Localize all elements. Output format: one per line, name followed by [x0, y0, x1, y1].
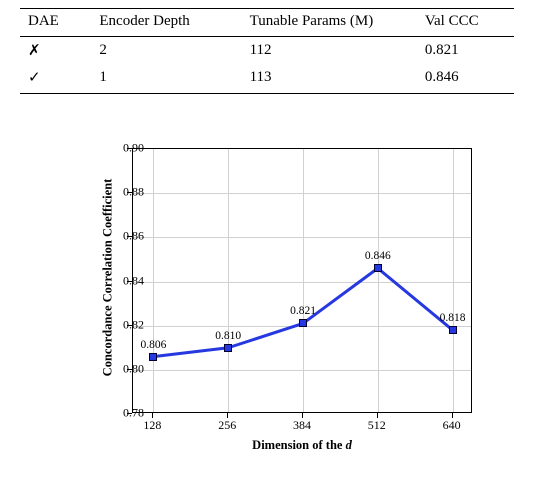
x-axis-label: Dimension of the d [132, 438, 472, 453]
x-tick-label: 128 [132, 418, 172, 433]
y-tick-label: 0.86 [104, 229, 144, 244]
y-tick-label: 0.90 [104, 141, 144, 156]
table-row: ✗ 2 112 0.821 [20, 37, 514, 65]
y-tick-label: 0.82 [104, 317, 144, 332]
x-tick-mark [452, 413, 453, 418]
data-marker [374, 264, 382, 272]
data-point-label: 0.821 [290, 305, 316, 317]
data-point-label: 0.846 [365, 250, 391, 262]
x-tick-label: 384 [282, 418, 322, 433]
data-point-label: 0.806 [140, 339, 166, 351]
y-tick-mark [127, 236, 132, 237]
x-tick-label: 512 [357, 418, 397, 433]
plot-area: 0.806 0.810 0.821 0.846 0.818 [132, 148, 472, 413]
x-axis-label-var: d [346, 438, 352, 452]
x-tick-label: 256 [207, 418, 247, 433]
cell-depth: 1 [91, 64, 241, 94]
x-tick-mark [227, 413, 228, 418]
x-axis-label-text: Dimension of the [252, 438, 345, 452]
y-tick-mark [127, 413, 132, 414]
cell-params: 113 [242, 64, 417, 94]
y-tick-label: 0.88 [104, 185, 144, 200]
col-dae: DAE [20, 9, 91, 37]
data-point-label: 0.818 [440, 312, 466, 324]
y-tick-mark [127, 369, 132, 370]
x-tick-mark [302, 413, 303, 418]
col-depth: Encoder Depth [91, 9, 241, 37]
col-params: Tunable Params (M) [242, 9, 417, 37]
ccc-vs-dimension-chart: Concordance Correlation Coefficient Dime… [60, 138, 490, 468]
cell-ccc: 0.821 [417, 37, 514, 65]
x-tick-label: 640 [432, 418, 472, 433]
data-marker [224, 344, 232, 352]
x-tick-mark [152, 413, 153, 418]
table-row: ✓ 1 113 0.846 [20, 64, 514, 94]
y-tick-label: 0.80 [104, 361, 144, 376]
y-tick-label: 0.84 [104, 273, 144, 288]
x-tick-mark [377, 413, 378, 418]
cell-depth: 2 [91, 37, 241, 65]
data-marker [299, 319, 307, 327]
col-ccc: Val CCC [417, 9, 514, 37]
cell-params: 112 [242, 37, 417, 65]
y-tick-mark [127, 192, 132, 193]
dae-check-icon: ✓ [28, 70, 41, 86]
data-marker [449, 326, 457, 334]
data-point-label: 0.810 [215, 330, 241, 342]
y-tick-mark [127, 148, 132, 149]
results-table: DAE Encoder Depth Tunable Params (M) Val… [20, 8, 514, 94]
cell-ccc: 0.846 [417, 64, 514, 94]
y-tick-mark [127, 325, 132, 326]
data-marker [149, 353, 157, 361]
series-line [133, 149, 473, 414]
y-tick-mark [127, 281, 132, 282]
dae-cross-icon: ✗ [28, 43, 41, 59]
